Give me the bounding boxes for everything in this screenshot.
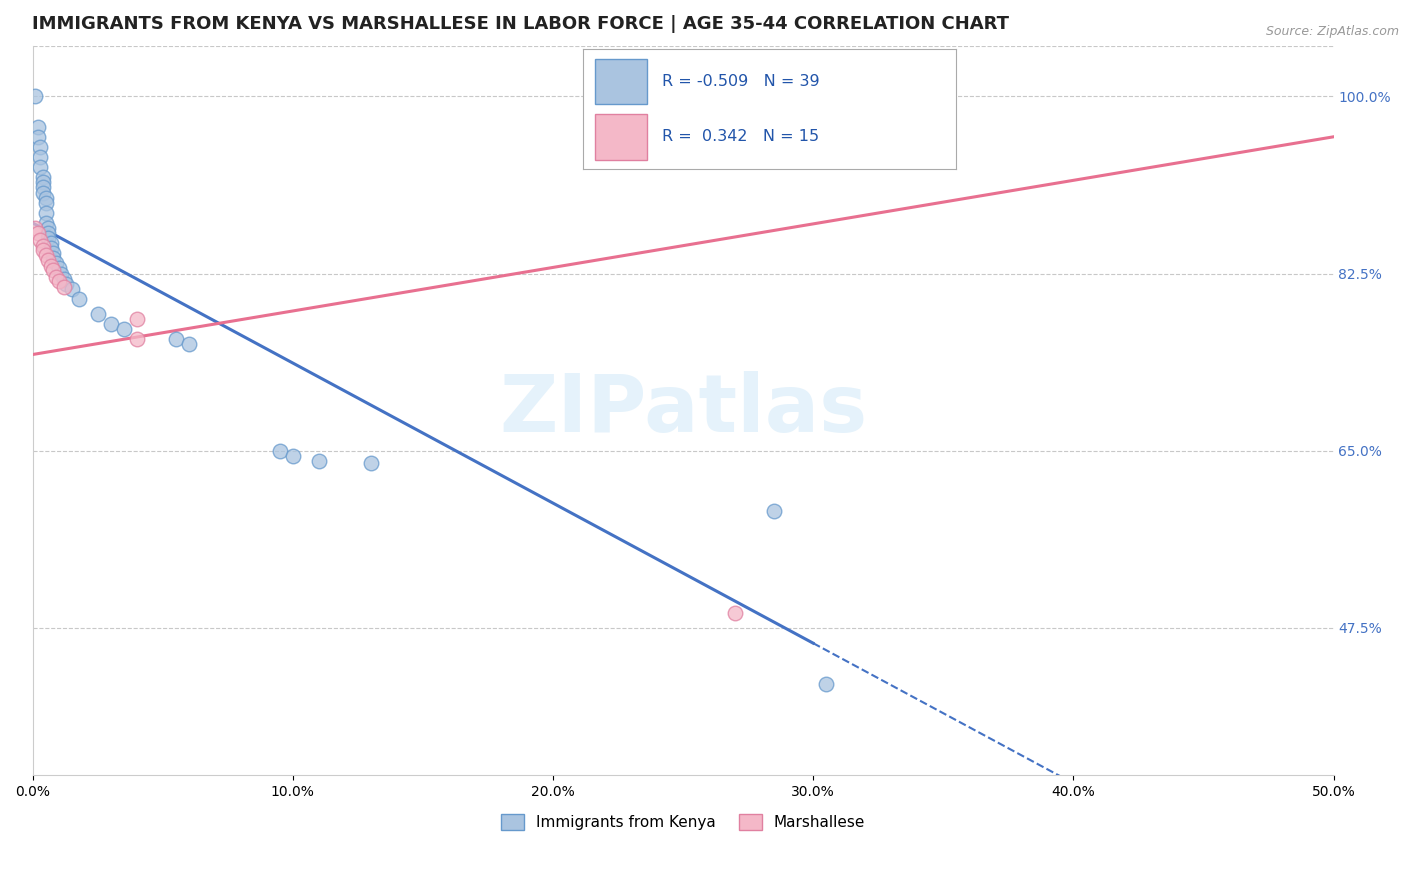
Point bbox=[125, 332, 148, 346]
Legend: Immigrants from Kenya, Marshallese: Immigrants from Kenya, Marshallese bbox=[495, 808, 872, 837]
Point bbox=[32, 170, 55, 185]
Point bbox=[30, 140, 52, 154]
Point bbox=[125, 312, 148, 326]
Point bbox=[42, 252, 65, 266]
Point bbox=[42, 263, 65, 277]
Point bbox=[30, 233, 52, 247]
Point bbox=[39, 260, 62, 274]
Point bbox=[815, 676, 838, 690]
Text: ZIPatlas: ZIPatlas bbox=[499, 371, 868, 450]
Point bbox=[67, 292, 90, 306]
Point bbox=[24, 221, 46, 235]
Point bbox=[27, 226, 49, 240]
Point bbox=[27, 129, 49, 144]
Point bbox=[308, 454, 330, 468]
Point bbox=[360, 456, 382, 470]
Text: R = -0.509   N = 39: R = -0.509 N = 39 bbox=[662, 74, 820, 89]
Text: Source: ZipAtlas.com: Source: ZipAtlas.com bbox=[1265, 25, 1399, 38]
Point bbox=[763, 504, 786, 518]
Point bbox=[281, 449, 304, 463]
Bar bbox=[595, 114, 647, 160]
Point bbox=[42, 246, 65, 260]
Point bbox=[724, 606, 747, 620]
Text: R =  0.342   N = 15: R = 0.342 N = 15 bbox=[662, 129, 818, 145]
Point bbox=[32, 175, 55, 189]
Point bbox=[45, 269, 67, 284]
Point bbox=[32, 239, 55, 253]
Point bbox=[45, 256, 67, 270]
Point bbox=[34, 190, 56, 204]
Point bbox=[34, 216, 56, 230]
Point bbox=[86, 307, 108, 321]
Point bbox=[49, 267, 72, 281]
Point bbox=[34, 195, 56, 210]
Point bbox=[39, 236, 62, 251]
Point bbox=[32, 244, 55, 258]
Point bbox=[37, 221, 59, 235]
Point bbox=[52, 271, 75, 285]
Point bbox=[32, 186, 55, 200]
Point bbox=[165, 332, 187, 346]
Point bbox=[112, 322, 135, 336]
Point bbox=[30, 160, 52, 174]
Point bbox=[37, 231, 59, 245]
Point bbox=[37, 253, 59, 268]
Point bbox=[48, 274, 70, 288]
Point bbox=[39, 241, 62, 255]
Point bbox=[30, 150, 52, 164]
Point bbox=[52, 279, 75, 293]
Point bbox=[269, 443, 291, 458]
Point bbox=[100, 317, 122, 331]
Point bbox=[32, 180, 55, 194]
Point bbox=[34, 248, 56, 262]
Point bbox=[34, 206, 56, 220]
Bar bbox=[595, 59, 647, 104]
Point bbox=[48, 261, 70, 276]
Point bbox=[24, 89, 46, 103]
Point bbox=[177, 337, 200, 351]
Point bbox=[37, 226, 59, 240]
Text: IMMIGRANTS FROM KENYA VS MARSHALLESE IN LABOR FORCE | AGE 35-44 CORRELATION CHAR: IMMIGRANTS FROM KENYA VS MARSHALLESE IN … bbox=[32, 15, 1010, 33]
Point bbox=[60, 282, 83, 296]
Point bbox=[55, 277, 77, 291]
Point bbox=[27, 120, 49, 134]
